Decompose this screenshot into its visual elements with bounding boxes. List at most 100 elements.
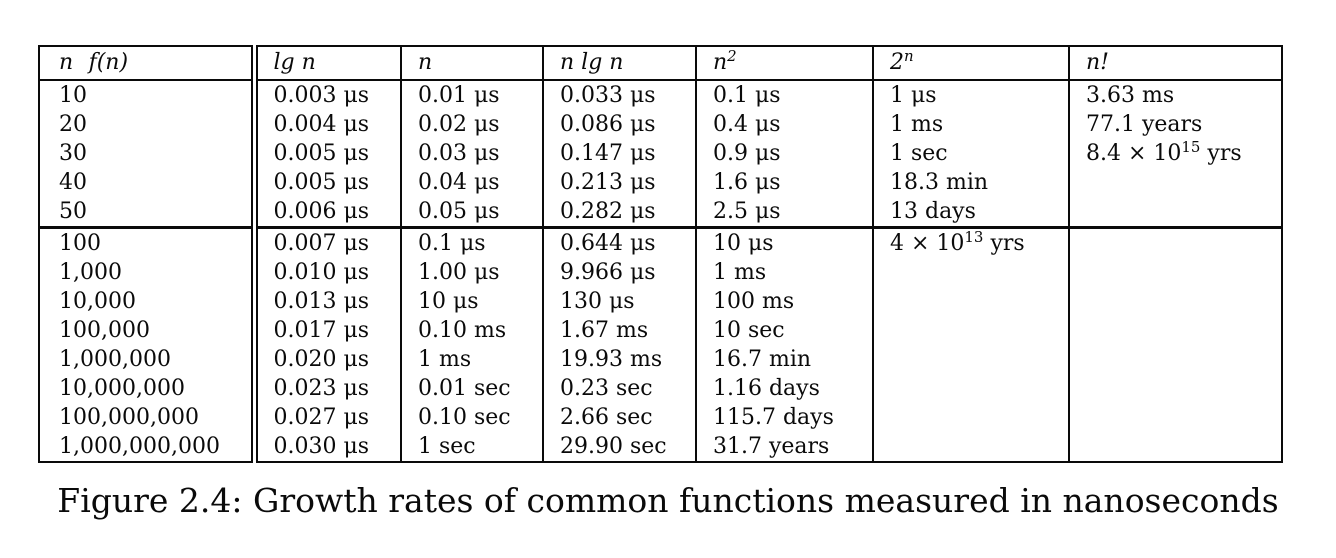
cell: 1.16 days xyxy=(695,374,873,403)
cell: 10 μs xyxy=(400,287,543,316)
cell: 0.017 μs xyxy=(253,316,401,345)
cell: 100 ms xyxy=(695,287,873,316)
cell: 0.213 μs xyxy=(542,168,696,197)
cell: 10 μs xyxy=(695,226,873,258)
table-header-row: n f(n) lg n n n lg n n2 2n n! xyxy=(38,46,1282,81)
table-row: 100,000 0.017 μs 0.10 ms 1.67 ms 10 sec xyxy=(38,316,1282,345)
cell: 4 × 1013 yrs xyxy=(872,226,1069,258)
cell: 8.4 × 1015 yrs xyxy=(1068,139,1282,168)
cell: 100,000,000 xyxy=(38,403,258,432)
cell: 1 ms xyxy=(695,258,873,287)
cell: 2.66 sec xyxy=(542,403,696,432)
cell: 0.005 μs xyxy=(253,168,401,197)
cell xyxy=(872,287,1069,316)
cell: 2.5 μs xyxy=(695,197,873,228)
header-n-fn: n f(n) xyxy=(38,46,258,81)
cell xyxy=(1068,345,1282,374)
cell: 29.90 sec xyxy=(542,432,696,462)
cell: 0.020 μs xyxy=(253,345,401,374)
header-n: n xyxy=(400,46,543,81)
cell: 16.7 min xyxy=(695,345,873,374)
cell: 0.02 μs xyxy=(400,110,543,139)
cell: 0.23 sec xyxy=(542,374,696,403)
cell: 0.9 μs xyxy=(695,139,873,168)
cell xyxy=(872,316,1069,345)
cell: 0.006 μs xyxy=(253,197,401,228)
cell: 0.010 μs xyxy=(253,258,401,287)
table-row: 10,000,000 0.023 μs 0.01 sec 0.23 sec 1.16 d… xyxy=(38,374,1282,403)
cell: 0.023 μs xyxy=(253,374,401,403)
cell: 0.1 μs xyxy=(695,80,873,110)
table-row: 30 0.005 μs 0.03 μs 0.147 μs 0.9 μs 1 sec 8.4 … xyxy=(38,139,1282,168)
cell: 10 sec xyxy=(695,316,873,345)
lower-group: 100 0.007 μs 0.1 μs 0.644 μs 10 μs 4 × 1013 y… xyxy=(38,226,1282,462)
table-row: 100,000,000 0.027 μs 0.10 sec 2.66 sec 115.7… xyxy=(38,403,1282,432)
cell: 0.03 μs xyxy=(400,139,543,168)
cell: 1 ms xyxy=(872,110,1069,139)
cell: 9.966 μs xyxy=(542,258,696,287)
cell: 10,000,000 xyxy=(38,374,258,403)
cell xyxy=(1068,432,1282,462)
cell: 0.030 μs xyxy=(253,432,401,462)
cell: 0.003 μs xyxy=(253,80,401,110)
cell: 40 xyxy=(38,168,258,197)
cell: 30 xyxy=(38,139,258,168)
table-row: 50 0.006 μs 0.05 μs 0.282 μs 2.5 μs 13 days xyxy=(38,197,1282,228)
cell xyxy=(872,432,1069,462)
cell xyxy=(872,345,1069,374)
cell: 1.6 μs xyxy=(695,168,873,197)
cell: 0.033 μs xyxy=(542,80,696,110)
cell xyxy=(1068,403,1282,432)
cell: 0.4 μs xyxy=(695,110,873,139)
cell: 1 sec xyxy=(400,432,543,462)
header-n-squared: n2 xyxy=(695,46,873,81)
table-row: 1,000,000 0.020 μs 1 ms 19.93 ms 16.7 min xyxy=(38,345,1282,374)
cell: 18.3 min xyxy=(872,168,1069,197)
cell: 100,000 xyxy=(38,316,258,345)
cell xyxy=(872,258,1069,287)
cell: 1 μs xyxy=(872,80,1069,110)
cell: 3.63 ms xyxy=(1068,80,1282,110)
table-row: 10,000 0.013 μs 10 μs 130 μs 100 ms xyxy=(38,287,1282,316)
cell: 0.05 μs xyxy=(400,197,543,228)
cell: 0.007 μs xyxy=(253,226,401,258)
cell: 0.04 μs xyxy=(400,168,543,197)
header-n-factorial: n! xyxy=(1068,46,1282,81)
growth-rates-table: n f(n) lg n n n lg n n2 2n n! 10 0.003 μs… xyxy=(38,45,1283,463)
cell: 1.00 μs xyxy=(400,258,543,287)
header-n-lg-n: n lg n xyxy=(542,46,696,81)
cell: 0.147 μs xyxy=(542,139,696,168)
cell: 10,000 xyxy=(38,287,258,316)
table-row: 20 0.004 μs 0.02 μs 0.086 μs 0.4 μs 1 ms 77.1 … xyxy=(38,110,1282,139)
header-2-to-n: 2n xyxy=(872,46,1069,81)
cell xyxy=(1068,226,1282,258)
cell: 0.013 μs xyxy=(253,287,401,316)
cell: 1,000 xyxy=(38,258,258,287)
cell xyxy=(1068,258,1282,287)
cell: 10 xyxy=(38,80,258,110)
cell: 0.644 μs xyxy=(542,226,696,258)
cell: 20 xyxy=(38,110,258,139)
cell: 1.67 ms xyxy=(542,316,696,345)
figure-caption: Figure 2.4: Growth rates of common funct… xyxy=(57,481,1279,520)
table-row: 100 0.007 μs 0.1 μs 0.644 μs 10 μs 4 × 1013 y… xyxy=(38,226,1282,258)
cell: 0.004 μs xyxy=(253,110,401,139)
header-lg-n: lg n xyxy=(253,46,401,81)
cell: 100 xyxy=(38,226,258,258)
cell xyxy=(1068,316,1282,345)
cell: 0.10 ms xyxy=(400,316,543,345)
table-header: n f(n) lg n n n lg n n2 2n n! xyxy=(38,46,1282,81)
table-row: 1,000,000,000 0.030 μs 1 sec 29.90 sec 31.7 … xyxy=(38,432,1282,462)
cell: 1,000,000,000 xyxy=(38,432,258,462)
cell: 0.027 μs xyxy=(253,403,401,432)
cell xyxy=(1068,168,1282,197)
cell: 0.01 μs xyxy=(400,80,543,110)
cell: 1,000,000 xyxy=(38,345,258,374)
table-row: 1,000 0.010 μs 1.00 μs 9.966 μs 1 ms xyxy=(38,258,1282,287)
cell: 0.282 μs xyxy=(542,197,696,228)
table-row: 10 0.003 μs 0.01 μs 0.033 μs 0.1 μs 1 μs 3.63 … xyxy=(38,80,1282,110)
cell: 13 days xyxy=(872,197,1069,228)
cell: 0.1 μs xyxy=(400,226,543,258)
upper-group: 10 0.003 μs 0.01 μs 0.033 μs 0.1 μs 1 μs 3.63 … xyxy=(38,80,1282,228)
